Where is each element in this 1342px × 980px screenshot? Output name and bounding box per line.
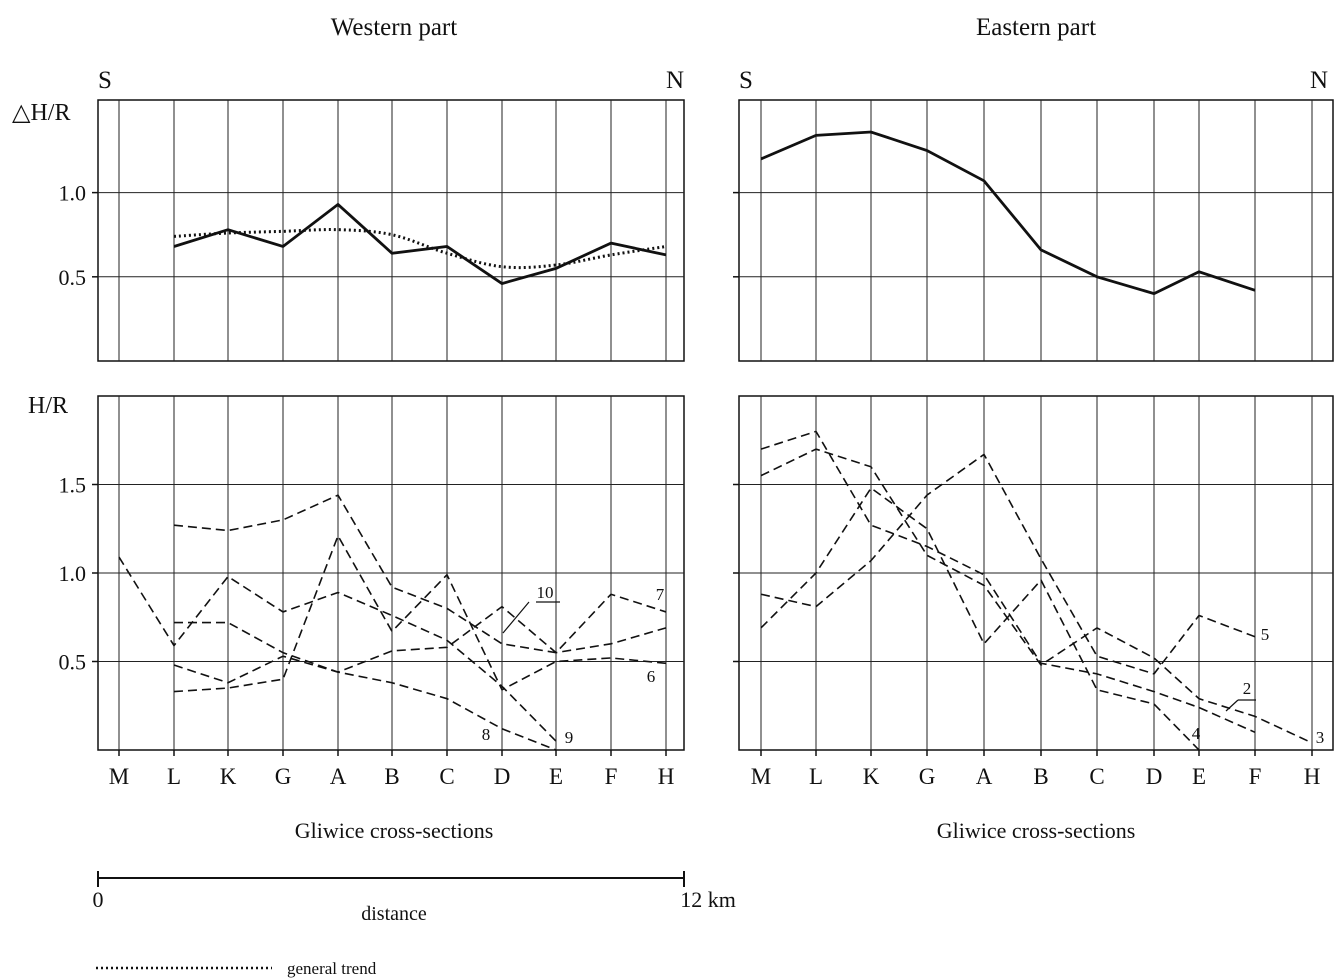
x-tick-label: D — [1146, 764, 1163, 789]
x-tick-label: A — [976, 764, 993, 789]
east-x-axis-label: Gliwice cross-sections — [937, 818, 1136, 843]
series-annotation: 7 — [656, 585, 665, 604]
x-tick-label: G — [275, 764, 292, 789]
x-tick-label: B — [1033, 764, 1048, 789]
series-line-2 — [761, 488, 1199, 750]
series-annotation: 10 — [537, 583, 554, 602]
annotation-leader — [1226, 700, 1238, 711]
series-line-3 — [761, 454, 1255, 673]
hr-axis-label: H/R — [28, 393, 68, 419]
series-line-1 — [761, 449, 1312, 743]
x-tick-label: F — [605, 764, 618, 789]
series-annotation: 9 — [565, 728, 574, 747]
series-line-0 — [174, 204, 666, 283]
delta-hr-axis-label: △H/R — [12, 100, 70, 126]
east-north-label: N — [1310, 67, 1328, 94]
x-tick-label: E — [549, 764, 563, 789]
x-tick-label: F — [1249, 764, 1262, 789]
x-tick-label: C — [1089, 764, 1104, 789]
east-top-panel — [733, 100, 1333, 361]
y-tick-label: 1.5 — [59, 473, 87, 498]
west-x-axis-label: Gliwice cross-sections — [295, 818, 494, 843]
x-tick-label: E — [1192, 764, 1206, 789]
y-tick-label: 0.5 — [59, 265, 87, 290]
series-annotation: 3 — [1316, 728, 1325, 747]
x-tick-label: B — [384, 764, 399, 789]
series-line-0 — [761, 431, 1255, 732]
x-tick-label: C — [439, 764, 454, 789]
x-tick-label: A — [330, 764, 347, 789]
annotation-leader — [503, 602, 529, 633]
series-annotation: 4 — [1192, 724, 1201, 743]
series-annotation: 2 — [1243, 679, 1252, 698]
eastern-title: Eastern part — [976, 14, 1096, 41]
series-line-0 — [761, 132, 1255, 294]
plot-frame — [739, 100, 1333, 361]
west-bottom-panel: 0.5 1.0 1.5 M L K G A B C D E F H 10 7 6 8 9 — [59, 396, 685, 789]
western-title: Western part — [331, 14, 457, 41]
scale-start-label: 0 — [93, 887, 104, 912]
scale-distance-label: distance — [361, 903, 427, 925]
series-line-1 — [174, 495, 666, 653]
series-annotation: 6 — [647, 667, 656, 686]
x-tick-label: K — [863, 764, 880, 789]
x-tick-label: D — [494, 764, 511, 789]
x-tick-label: M — [751, 764, 771, 789]
west-south-label: S — [98, 67, 112, 94]
y-tick-label: 1.0 — [59, 561, 87, 586]
series-annotation: 8 — [482, 725, 491, 744]
series-line-2 — [174, 607, 666, 683]
east-bottom-panel: M L K G A B C D E F H 5 2 4 3 — [733, 396, 1333, 789]
west-north-label: N — [666, 67, 684, 94]
legend-trend-label: general trend — [287, 959, 377, 978]
plot-frame — [98, 100, 684, 361]
scale-end-label: 12 km — [680, 887, 736, 912]
y-tick-label: 0.5 — [59, 650, 87, 675]
x-tick-label: H — [1304, 764, 1321, 789]
x-tick-label: M — [109, 764, 129, 789]
x-tick-label: H — [658, 764, 675, 789]
east-south-label: S — [739, 67, 753, 94]
x-tick-label: K — [220, 764, 237, 789]
series-annotation: 5 — [1261, 625, 1270, 644]
west-top-panel: 0.5 1.0 — [59, 100, 685, 361]
x-tick-label: L — [167, 764, 181, 789]
x-tick-label: L — [809, 764, 823, 789]
distance-scale-bar — [98, 871, 684, 887]
y-tick-label: 1.0 — [59, 181, 87, 206]
x-tick-label: G — [919, 764, 936, 789]
